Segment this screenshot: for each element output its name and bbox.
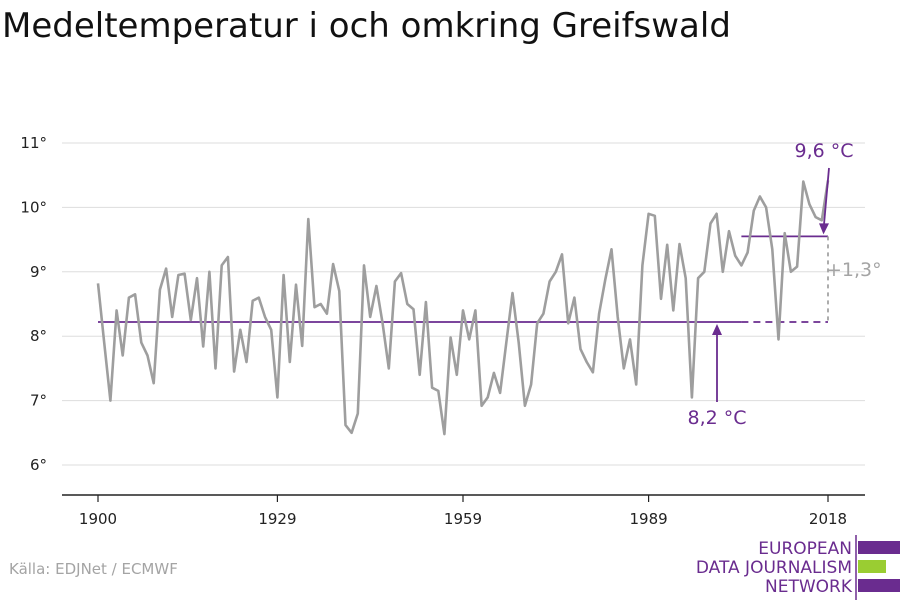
arrow-upper-head — [819, 223, 829, 235]
temperature-series — [96, 180, 830, 436]
recent-mean-label: 9,6 °C — [794, 140, 853, 162]
x-tick-label: 1900 — [79, 510, 117, 528]
y-tick-label: 9° — [30, 263, 47, 281]
chart-title: Medeltemperatur i och omkring Greifswald — [2, 6, 731, 46]
x-axis: 1900 1929 1959 1989 2018 — [62, 494, 865, 528]
y-axis-tick-labels: 6° 7° 8° 9° 10° 11° — [20, 134, 47, 474]
baseline-mean-label: 8,2 °C — [687, 407, 746, 429]
arrow-upper-shaft — [823, 167, 830, 225]
x-tick-label: 2018 — [809, 510, 847, 528]
annotations: 8,2 °C 9,6 °C +1,3° — [687, 140, 881, 429]
y-tick-label: 10° — [20, 198, 47, 216]
grid-lines — [62, 142, 865, 466]
y-tick-label: 11° — [20, 134, 47, 152]
difference-label: +1,3° — [826, 259, 882, 281]
temperature-line — [96, 180, 830, 436]
y-tick-label: 7° — [30, 392, 47, 410]
y-tick-label: 6° — [30, 456, 47, 474]
x-tick-label: 1959 — [444, 510, 482, 528]
source-label: Källa: EDJNet / ECMWF — [9, 560, 178, 578]
y-tick-label: 8° — [30, 327, 47, 345]
arrow-lower-head — [712, 324, 722, 336]
x-tick-label: 1929 — [258, 510, 296, 528]
x-tick-label: 1989 — [629, 510, 667, 528]
